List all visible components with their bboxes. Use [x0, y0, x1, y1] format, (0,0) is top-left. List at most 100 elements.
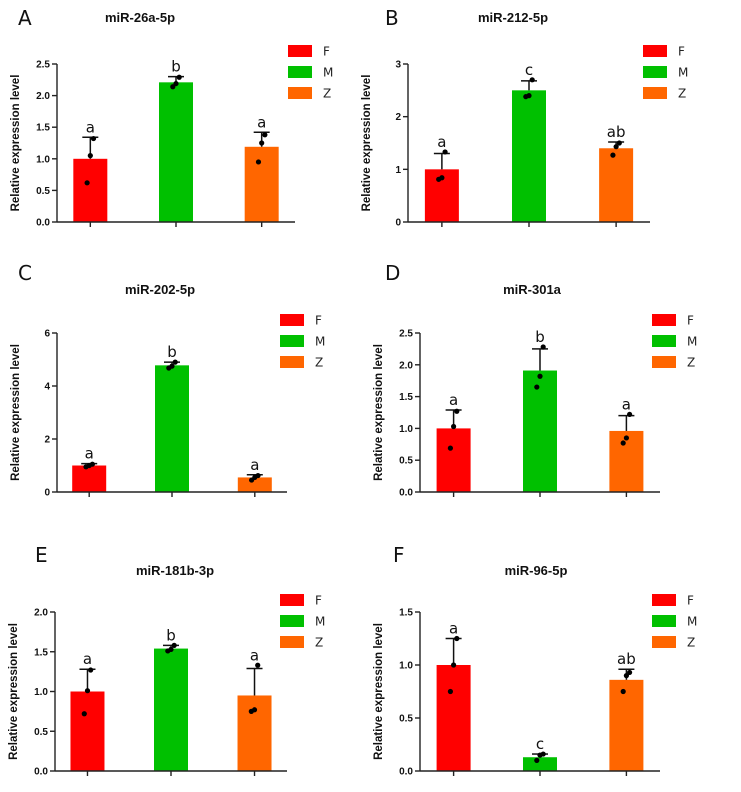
legend: FMZ — [643, 45, 688, 101]
legend-label: Z — [687, 356, 695, 370]
legend-swatch-m — [288, 66, 312, 78]
data-point — [255, 662, 261, 668]
legend-label: Z — [687, 636, 695, 650]
bar-f — [70, 691, 105, 771]
bar-f — [72, 465, 107, 492]
bar-f — [436, 428, 471, 492]
panel-letter: A — [18, 6, 32, 30]
significance-label: c — [536, 735, 544, 753]
legend-swatch-z — [280, 356, 304, 368]
y-tick-label: 1.0 — [399, 424, 413, 435]
legend-swatch-m — [652, 615, 676, 627]
y-tick-label: 3 — [395, 60, 401, 71]
y-tick-label: 1 — [395, 165, 401, 176]
y-tick-label: 2.5 — [399, 329, 413, 340]
legend-swatch-f — [652, 314, 676, 326]
y-tick-label: 2.0 — [399, 360, 413, 371]
y-tick-label: 1.5 — [399, 392, 413, 403]
significance-label: a — [86, 118, 95, 136]
chart-title: miR-202-5p — [125, 282, 195, 297]
y-tick-label: 2 — [395, 112, 401, 123]
significance-label: c — [525, 61, 533, 79]
legend: FMZ — [280, 314, 325, 370]
data-point — [84, 688, 91, 694]
y-tick-label: 1.5 — [36, 123, 50, 134]
data-point — [173, 80, 179, 87]
y-axis-label: Relative expression level — [8, 623, 20, 760]
significance-label: a — [83, 650, 92, 668]
y-tick-label: 0 — [44, 488, 50, 499]
bar-z — [609, 679, 644, 771]
data-point — [537, 373, 543, 379]
legend-label: Z — [315, 636, 323, 650]
y-tick-label: 1.5 — [34, 647, 48, 658]
data-point — [627, 411, 633, 418]
data-point — [451, 662, 457, 668]
y-tick-label: 0.0 — [34, 767, 48, 778]
y-tick-label: 1.0 — [399, 661, 413, 672]
data-point — [623, 435, 630, 441]
data-point — [89, 461, 95, 467]
y-axis-label: Relative expression level — [373, 623, 385, 760]
y-axis-label: Relative expression level — [10, 344, 22, 481]
bar-m — [159, 82, 193, 222]
legend-swatch-z — [280, 636, 304, 648]
significance-label: ab — [617, 650, 636, 668]
y-tick-label: 0 — [395, 218, 401, 229]
y-tick-label: 0.5 — [399, 456, 413, 467]
bar-z — [237, 695, 272, 771]
legend-label: M — [315, 615, 325, 629]
chart-title: miR-26a-5p — [105, 10, 175, 25]
significance-label: a — [437, 133, 446, 151]
legend: FMZ — [652, 314, 697, 370]
data-point — [262, 132, 268, 138]
data-point — [534, 384, 540, 390]
data-point — [620, 688, 626, 695]
data-point — [168, 646, 174, 652]
data-point — [623, 673, 630, 679]
legend-label: M — [315, 335, 325, 349]
panel-letter: E — [35, 543, 48, 567]
data-point — [176, 74, 182, 80]
significance-label: a — [449, 391, 458, 409]
significance-label: a — [250, 456, 259, 474]
data-point — [526, 93, 532, 99]
legend-label: F — [687, 314, 694, 328]
data-point — [259, 140, 265, 146]
data-point — [540, 751, 546, 757]
legend: FMZ — [652, 594, 697, 650]
legend-swatch-f — [280, 314, 304, 326]
bar-z — [609, 430, 644, 492]
y-tick-label: 0.5 — [399, 714, 413, 725]
data-point — [255, 472, 261, 479]
y-tick-label: 1.0 — [36, 154, 50, 165]
data-point — [170, 84, 176, 90]
bar-m — [154, 648, 188, 771]
legend-label: F — [687, 594, 694, 608]
legend-label: M — [687, 615, 697, 629]
data-point — [88, 667, 94, 673]
data-point — [90, 135, 97, 142]
legend-swatch-z — [652, 636, 676, 648]
legend: FMZ — [288, 45, 333, 101]
legend-swatch-m — [643, 66, 667, 78]
legend-label: M — [687, 335, 697, 349]
data-point — [442, 149, 448, 155]
y-tick-label: 1.0 — [34, 687, 48, 698]
data-point — [447, 688, 453, 695]
y-tick-label: 0.0 — [399, 488, 413, 499]
y-tick-label: 0.0 — [36, 218, 50, 229]
bar-m — [523, 757, 557, 771]
data-point — [87, 153, 93, 159]
data-point — [451, 423, 457, 430]
significance-label: b — [167, 343, 177, 361]
data-point — [439, 175, 445, 181]
panel-letter: B — [385, 6, 399, 30]
bar-z — [599, 148, 634, 222]
significance-label: a — [250, 646, 259, 664]
data-point — [610, 152, 616, 158]
data-point — [620, 440, 626, 446]
